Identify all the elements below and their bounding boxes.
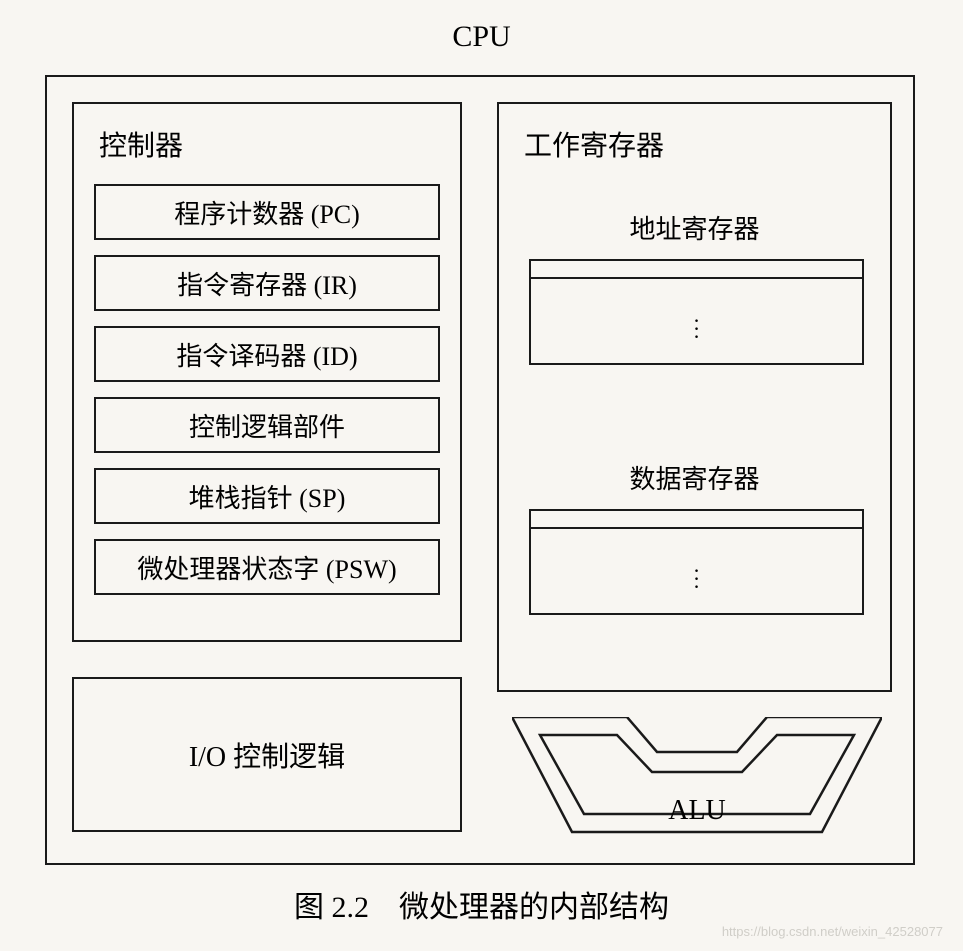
work-register-title: 工作寄存器 [524, 124, 664, 164]
io-control-box: I/O 控制逻辑 [72, 677, 462, 832]
watermark: https://blog.csdn.net/weixin_42528077 [722, 924, 943, 939]
alu-label: ALU [668, 795, 726, 827]
cpu-box: 控制器 程序计数器 (PC) 指令寄存器 (IR) 指令译码器 (ID) 控制逻… [45, 75, 915, 865]
figure-caption: 图 2.2 微处理器的内部结构 [294, 882, 669, 926]
alu-container: ALU [512, 717, 882, 837]
vdots-icon: ··· [693, 317, 700, 341]
controller-item-pc: 程序计数器 (PC) [94, 184, 440, 240]
controller-item-ir: 指令寄存器 (IR) [94, 255, 440, 311]
register-open: ··· [529, 545, 864, 615]
controller-item-sp: 堆栈指针 (SP) [94, 468, 440, 524]
register-row [529, 509, 864, 527]
controller-item-psw: 微处理器状态字 (PSW) [94, 539, 440, 595]
address-register-stack: ··· [529, 259, 864, 365]
cpu-title: CPU [452, 20, 510, 54]
register-open: ··· [529, 295, 864, 365]
io-control-label: I/O 控制逻辑 [189, 735, 345, 775]
controller-item-logic: 控制逻辑部件 [94, 397, 440, 453]
work-register-box: 工作寄存器 地址寄存器 ··· 数据寄存器 ··· [497, 102, 892, 692]
cpu-diagram: CPU 控制器 程序计数器 (PC) 指令寄存器 (IR) 指令译码器 (ID)… [0, 0, 963, 951]
controller-box: 控制器 程序计数器 (PC) 指令寄存器 (IR) 指令译码器 (ID) 控制逻… [72, 102, 462, 642]
register-row [529, 259, 864, 277]
controller-item-id: 指令译码器 (ID) [94, 326, 440, 382]
address-register-label: 地址寄存器 [629, 209, 759, 246]
data-register-stack: ··· [529, 509, 864, 615]
data-register-label: 数据寄存器 [629, 459, 759, 496]
vdots-icon: ··· [693, 567, 700, 591]
register-row [529, 527, 864, 545]
controller-title: 控制器 [99, 124, 440, 164]
register-row [529, 277, 864, 295]
